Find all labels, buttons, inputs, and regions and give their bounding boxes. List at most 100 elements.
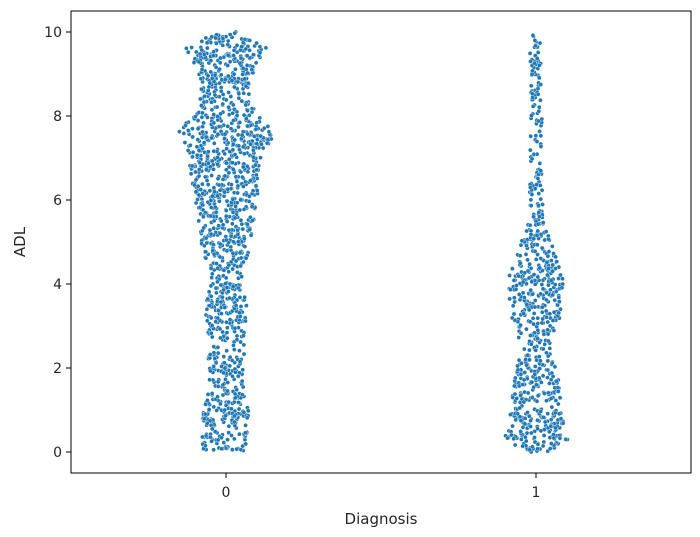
data-point [230,197,236,202]
data-point [522,295,527,300]
data-point [534,398,540,404]
data-point [523,438,529,444]
data-point [218,335,223,341]
data-point [230,284,236,289]
data-point [211,120,217,126]
data-point [209,439,214,444]
data-point [239,44,244,49]
data-point [223,403,229,408]
data-point [236,285,241,291]
data-point [213,35,218,41]
data-point [240,144,246,150]
data-point [544,297,549,303]
data-point [212,92,218,98]
data-point [254,137,260,142]
data-point [230,160,235,166]
data-point [516,292,522,297]
data-point [526,307,532,313]
data-point [524,326,529,332]
data-point [194,152,200,158]
data-point [548,417,554,422]
data-point [225,437,230,442]
data-point [206,407,212,412]
data-point [247,194,252,199]
y-tick-label: 10 [44,25,62,41]
data-point [195,137,201,142]
data-point [228,94,234,99]
data-point [209,76,215,81]
data-point [208,205,214,210]
data-point [215,265,220,271]
data-point [249,106,255,112]
data-point [210,271,215,277]
data-point [242,37,248,42]
data-point [215,394,220,400]
data-point [196,59,202,65]
data-point [538,82,543,87]
data-point [518,260,523,266]
data-point [550,268,555,274]
data-point [234,200,240,206]
data-point [209,99,214,105]
data-point [553,410,558,416]
data-point [550,374,556,379]
data-point [528,333,533,338]
data-point [550,244,555,249]
data-point [239,98,245,104]
data-point [218,299,224,305]
y-tick-label: 4 [53,277,62,293]
data-point [535,426,540,432]
data-point [234,446,239,452]
data-point [185,49,191,55]
data-point [537,214,542,219]
data-point [560,420,566,426]
data-point [204,45,210,51]
data-point [241,207,247,212]
data-point [211,404,217,410]
data-point [214,104,220,110]
data-point [210,193,215,199]
data-point [219,446,224,452]
data-point [207,303,212,308]
data-point [524,362,529,368]
data-point [563,437,569,442]
data-point [222,136,227,141]
data-point [218,241,223,247]
data-point [543,308,549,314]
data-point [244,415,250,421]
data-point [201,99,207,105]
data-point [219,435,224,441]
data-point [253,126,259,132]
data-point [215,379,221,385]
data-point [209,391,215,396]
data-point [542,419,548,425]
data-point [537,265,543,271]
data-point [535,336,540,341]
data-points [177,29,570,455]
data-point [254,188,260,193]
data-point [196,167,202,172]
data-point [234,179,240,184]
data-point [528,147,533,153]
data-point [209,323,215,328]
data-point [206,84,212,90]
data-point [257,115,263,121]
data-point [218,401,223,407]
data-point [556,310,562,316]
data-point [560,276,565,282]
data-point [200,110,205,116]
data-point [196,218,202,224]
data-point [532,298,538,303]
data-point [539,282,545,287]
data-point [211,225,217,231]
data-point [540,316,545,322]
data-point [211,218,217,224]
data-point [557,395,563,401]
data-point [520,424,526,430]
data-point [230,447,235,452]
data-point [236,239,241,244]
data-point [548,287,553,293]
data-point [225,63,230,68]
data-point [182,140,188,145]
data-point [532,249,538,254]
